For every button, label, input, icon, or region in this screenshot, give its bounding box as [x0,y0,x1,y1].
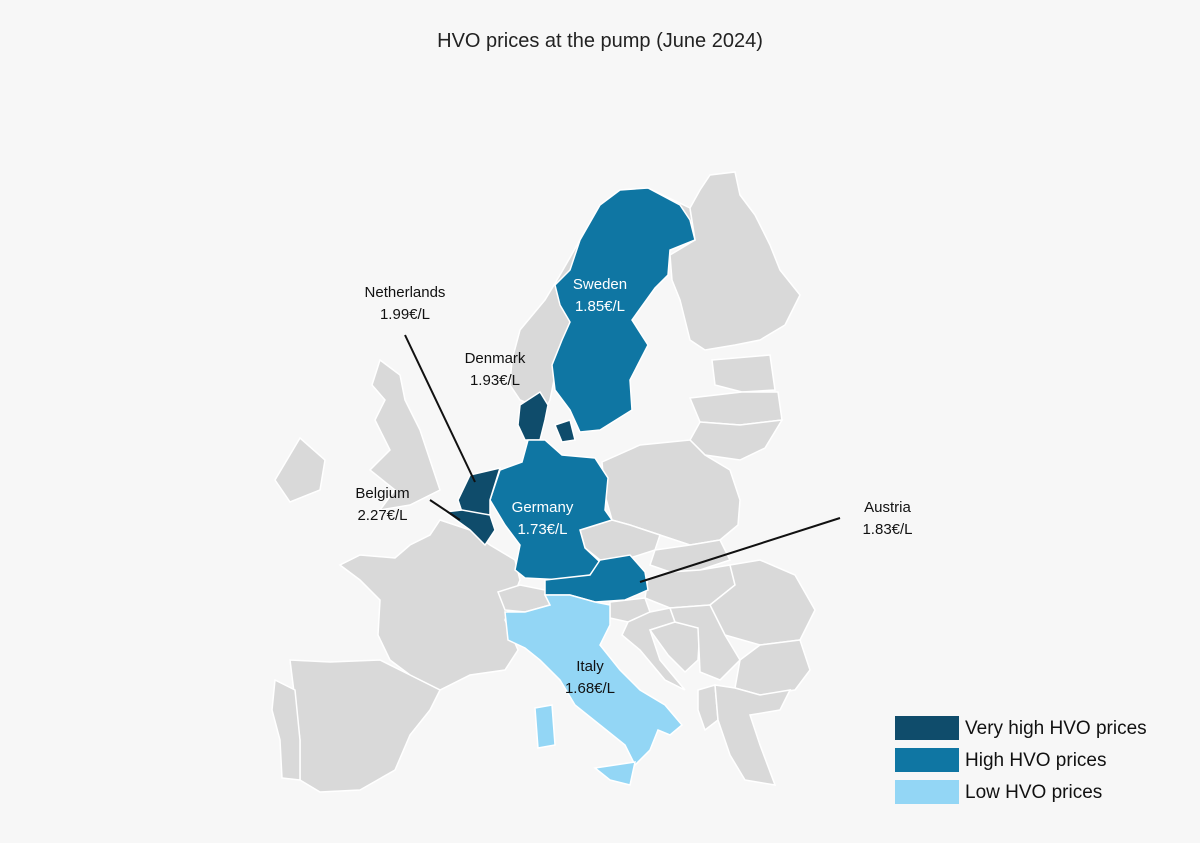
label-germany-name: Germany [511,499,574,516]
leader-lines [404,334,841,583]
other-countries [271,171,816,793]
country-uk [368,358,441,512]
leader-line-austria [639,517,841,583]
label-austria-name: Austria [864,499,911,516]
legend-label-high: High HVO prices [965,750,1107,771]
label-sweden-price: 1.85€/L [574,298,626,315]
country-latvia [688,391,783,426]
leader-line-belgium [429,499,461,521]
label-germany-price: 1.73€/L [517,521,568,538]
legend-swatch-low [895,780,959,804]
label-denmark-price: 1.93€/L [469,372,521,389]
country-slovakia [649,539,732,573]
label-denmark-name: Denmark [464,350,526,367]
map-title: HVO prices at the pump (June 2024) [437,30,763,52]
label-austria-price: 1.83€/L [862,521,913,538]
label-sweden: Sweden 1.85€/L [555,274,645,318]
label-sweden-name: Sweden [572,276,628,293]
country-finland [669,171,801,351]
label-belgium: Belgium 2.27€/L [335,483,430,527]
country-germany [489,439,614,581]
country-croatia [621,607,686,691]
country-sweden [551,187,696,433]
country-ireland [274,436,326,503]
legend-label-low: Low HVO prices [965,782,1103,803]
country-estonia [711,354,776,393]
country-denmark [517,390,549,441]
label-italy: Italy 1.68€/L [545,656,635,700]
label-belgium-price: 2.27€/L [357,507,408,524]
country-greece [714,684,792,786]
country-italy-sardinia [534,704,556,749]
country-albania [697,684,719,732]
legend-swatch-high [895,748,959,772]
country-spain [289,659,442,793]
country-italy [504,594,684,767]
label-netherlands-price: 1.99€/L [379,306,431,323]
country-italy-sicily [593,761,636,786]
label-germany: Germany 1.73€/L [495,497,590,541]
country-portugal [271,678,301,781]
label-italy-name: Italy [576,658,604,675]
label-belgium-name: Belgium [355,485,410,502]
label-italy-price: 1.68€/L [564,680,616,697]
legend-swatch-very-high [895,716,959,740]
country-serbia [668,604,741,681]
label-austria: Austria 1.83€/L [840,497,935,541]
label-netherlands: Netherlands 1.99€/L [340,282,470,326]
legend-label-very-high: Very high HVO prices [965,718,1147,739]
leader-line-netherlands [404,334,476,483]
label-denmark: Denmark 1.93€/L [445,348,545,392]
country-bulgaria [734,639,811,696]
label-netherlands-name: Netherlands [364,284,446,301]
country-denmark-zealand [554,419,576,443]
